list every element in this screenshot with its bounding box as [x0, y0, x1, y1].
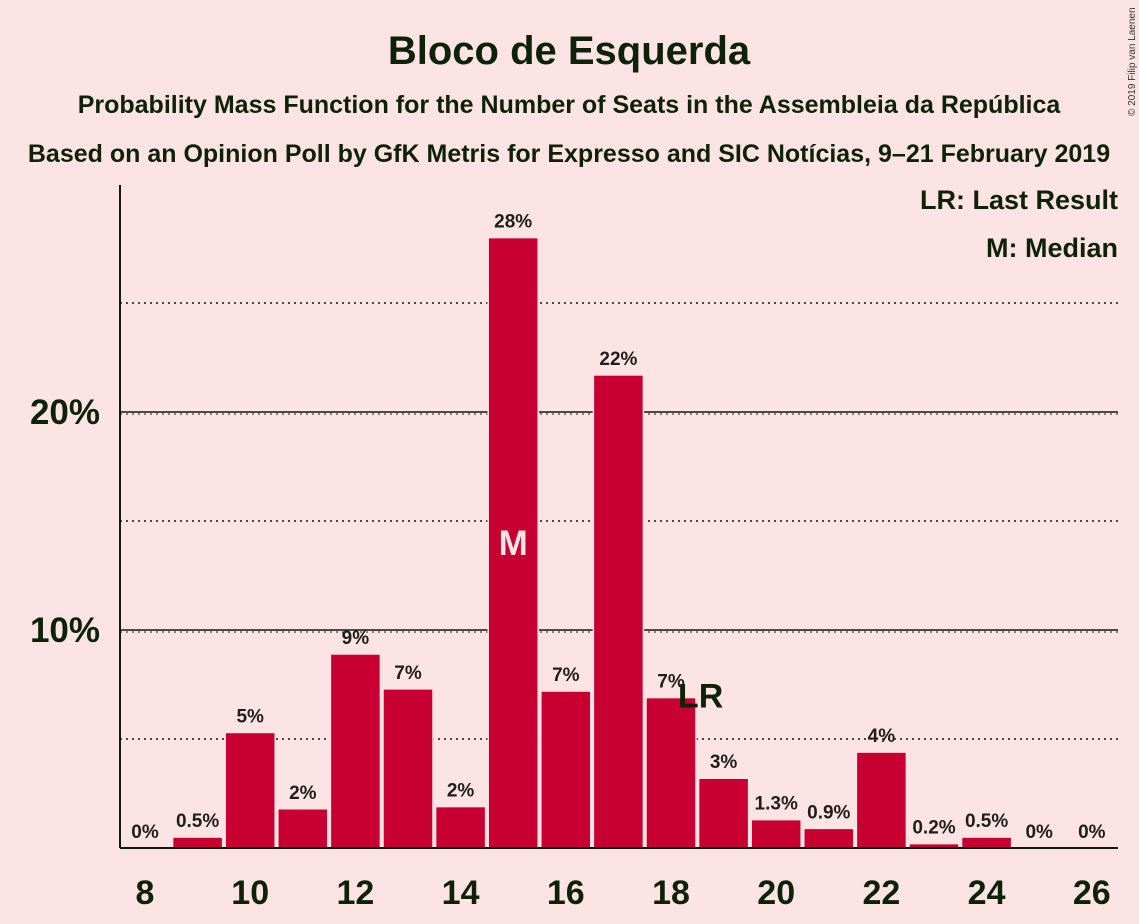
chart-title: Bloco de Esquerda	[388, 29, 751, 73]
bar-label-18: 7%	[657, 672, 685, 693]
x-tick-label-20: 20	[757, 874, 795, 912]
chart-source: Based on an Opinion Poll by GfK Metris f…	[28, 140, 1110, 168]
x-tick-label-18: 18	[652, 874, 690, 912]
y-tick-label-10: 10%	[30, 611, 100, 650]
x-tick-label-14: 14	[442, 874, 480, 912]
bar-10	[224, 731, 276, 849]
bar-label-13: 7%	[394, 663, 422, 684]
bar-15	[487, 236, 539, 849]
x-tick-label-8: 8	[136, 874, 155, 912]
legend-last-result: LR: Last Result	[920, 185, 1118, 215]
last-result-mark: LR	[678, 678, 723, 716]
x-tick-label-10: 10	[231, 874, 269, 912]
x-tick-label-26: 26	[1073, 874, 1111, 912]
bar-24	[960, 836, 1013, 849]
bar-13	[382, 688, 434, 849]
bar-18	[645, 696, 697, 849]
bar-label-14: 2%	[447, 781, 475, 802]
bar-label-17: 22%	[599, 349, 637, 370]
bar-label-25: 0%	[1025, 822, 1053, 843]
bar-21	[803, 827, 855, 849]
bar-label-23: 0.2%	[912, 818, 955, 839]
x-tick-label-12: 12	[336, 874, 374, 912]
bar-12	[329, 653, 382, 849]
bar-19	[697, 777, 750, 849]
y-tick-labels: 10% 20%	[30, 393, 100, 650]
bar-9	[171, 836, 224, 849]
bar-label-22: 4%	[868, 726, 896, 747]
y-tick-label-20: 20%	[30, 393, 100, 432]
bar-label-16: 7%	[552, 665, 580, 686]
legend-median: M: Median	[986, 233, 1118, 263]
bar-16	[540, 690, 592, 849]
bar-17	[592, 374, 645, 849]
bars-group	[171, 236, 1013, 849]
x-tick-labels: 8 10 12 14 16 18 20 22 24 26	[136, 874, 1111, 912]
axes-group	[119, 185, 1118, 849]
bar-label-10: 5%	[236, 706, 264, 727]
bar-label-11: 2%	[289, 783, 317, 804]
x-tick-label-16: 16	[547, 874, 585, 912]
marks-group: M LR	[499, 524, 724, 716]
bar-label-12: 9%	[342, 628, 370, 649]
bar-22	[855, 751, 908, 849]
x-tick-label-22: 22	[862, 874, 900, 912]
bar-label-20: 1.3%	[755, 794, 798, 815]
bar-20	[750, 818, 802, 849]
bar-label-26: 0%	[1078, 822, 1106, 843]
median-mark: M	[499, 524, 528, 563]
copyright-text: © 2019 Filip van Laenen	[1127, 7, 1138, 116]
bar-11	[277, 808, 329, 849]
bar-labels-group: 0% 0.5% 5% 2% 9% 7% 2% 28% 7% 22% 7% 3% 1.3% 0.9% 4% 0.…	[131, 212, 1105, 843]
bar-label-15: 28%	[494, 212, 532, 233]
bar-label-9: 0.5%	[176, 811, 219, 832]
bar-label-8: 0%	[131, 822, 159, 843]
bar-label-21: 0.9%	[807, 802, 850, 823]
chart-subtitle: Probability Mass Function for the Number…	[78, 91, 1062, 119]
bar-14	[434, 805, 487, 849]
bar-label-19: 3%	[710, 752, 738, 773]
bar-label-24: 0.5%	[965, 811, 1008, 832]
x-tick-label-24: 24	[968, 874, 1006, 912]
